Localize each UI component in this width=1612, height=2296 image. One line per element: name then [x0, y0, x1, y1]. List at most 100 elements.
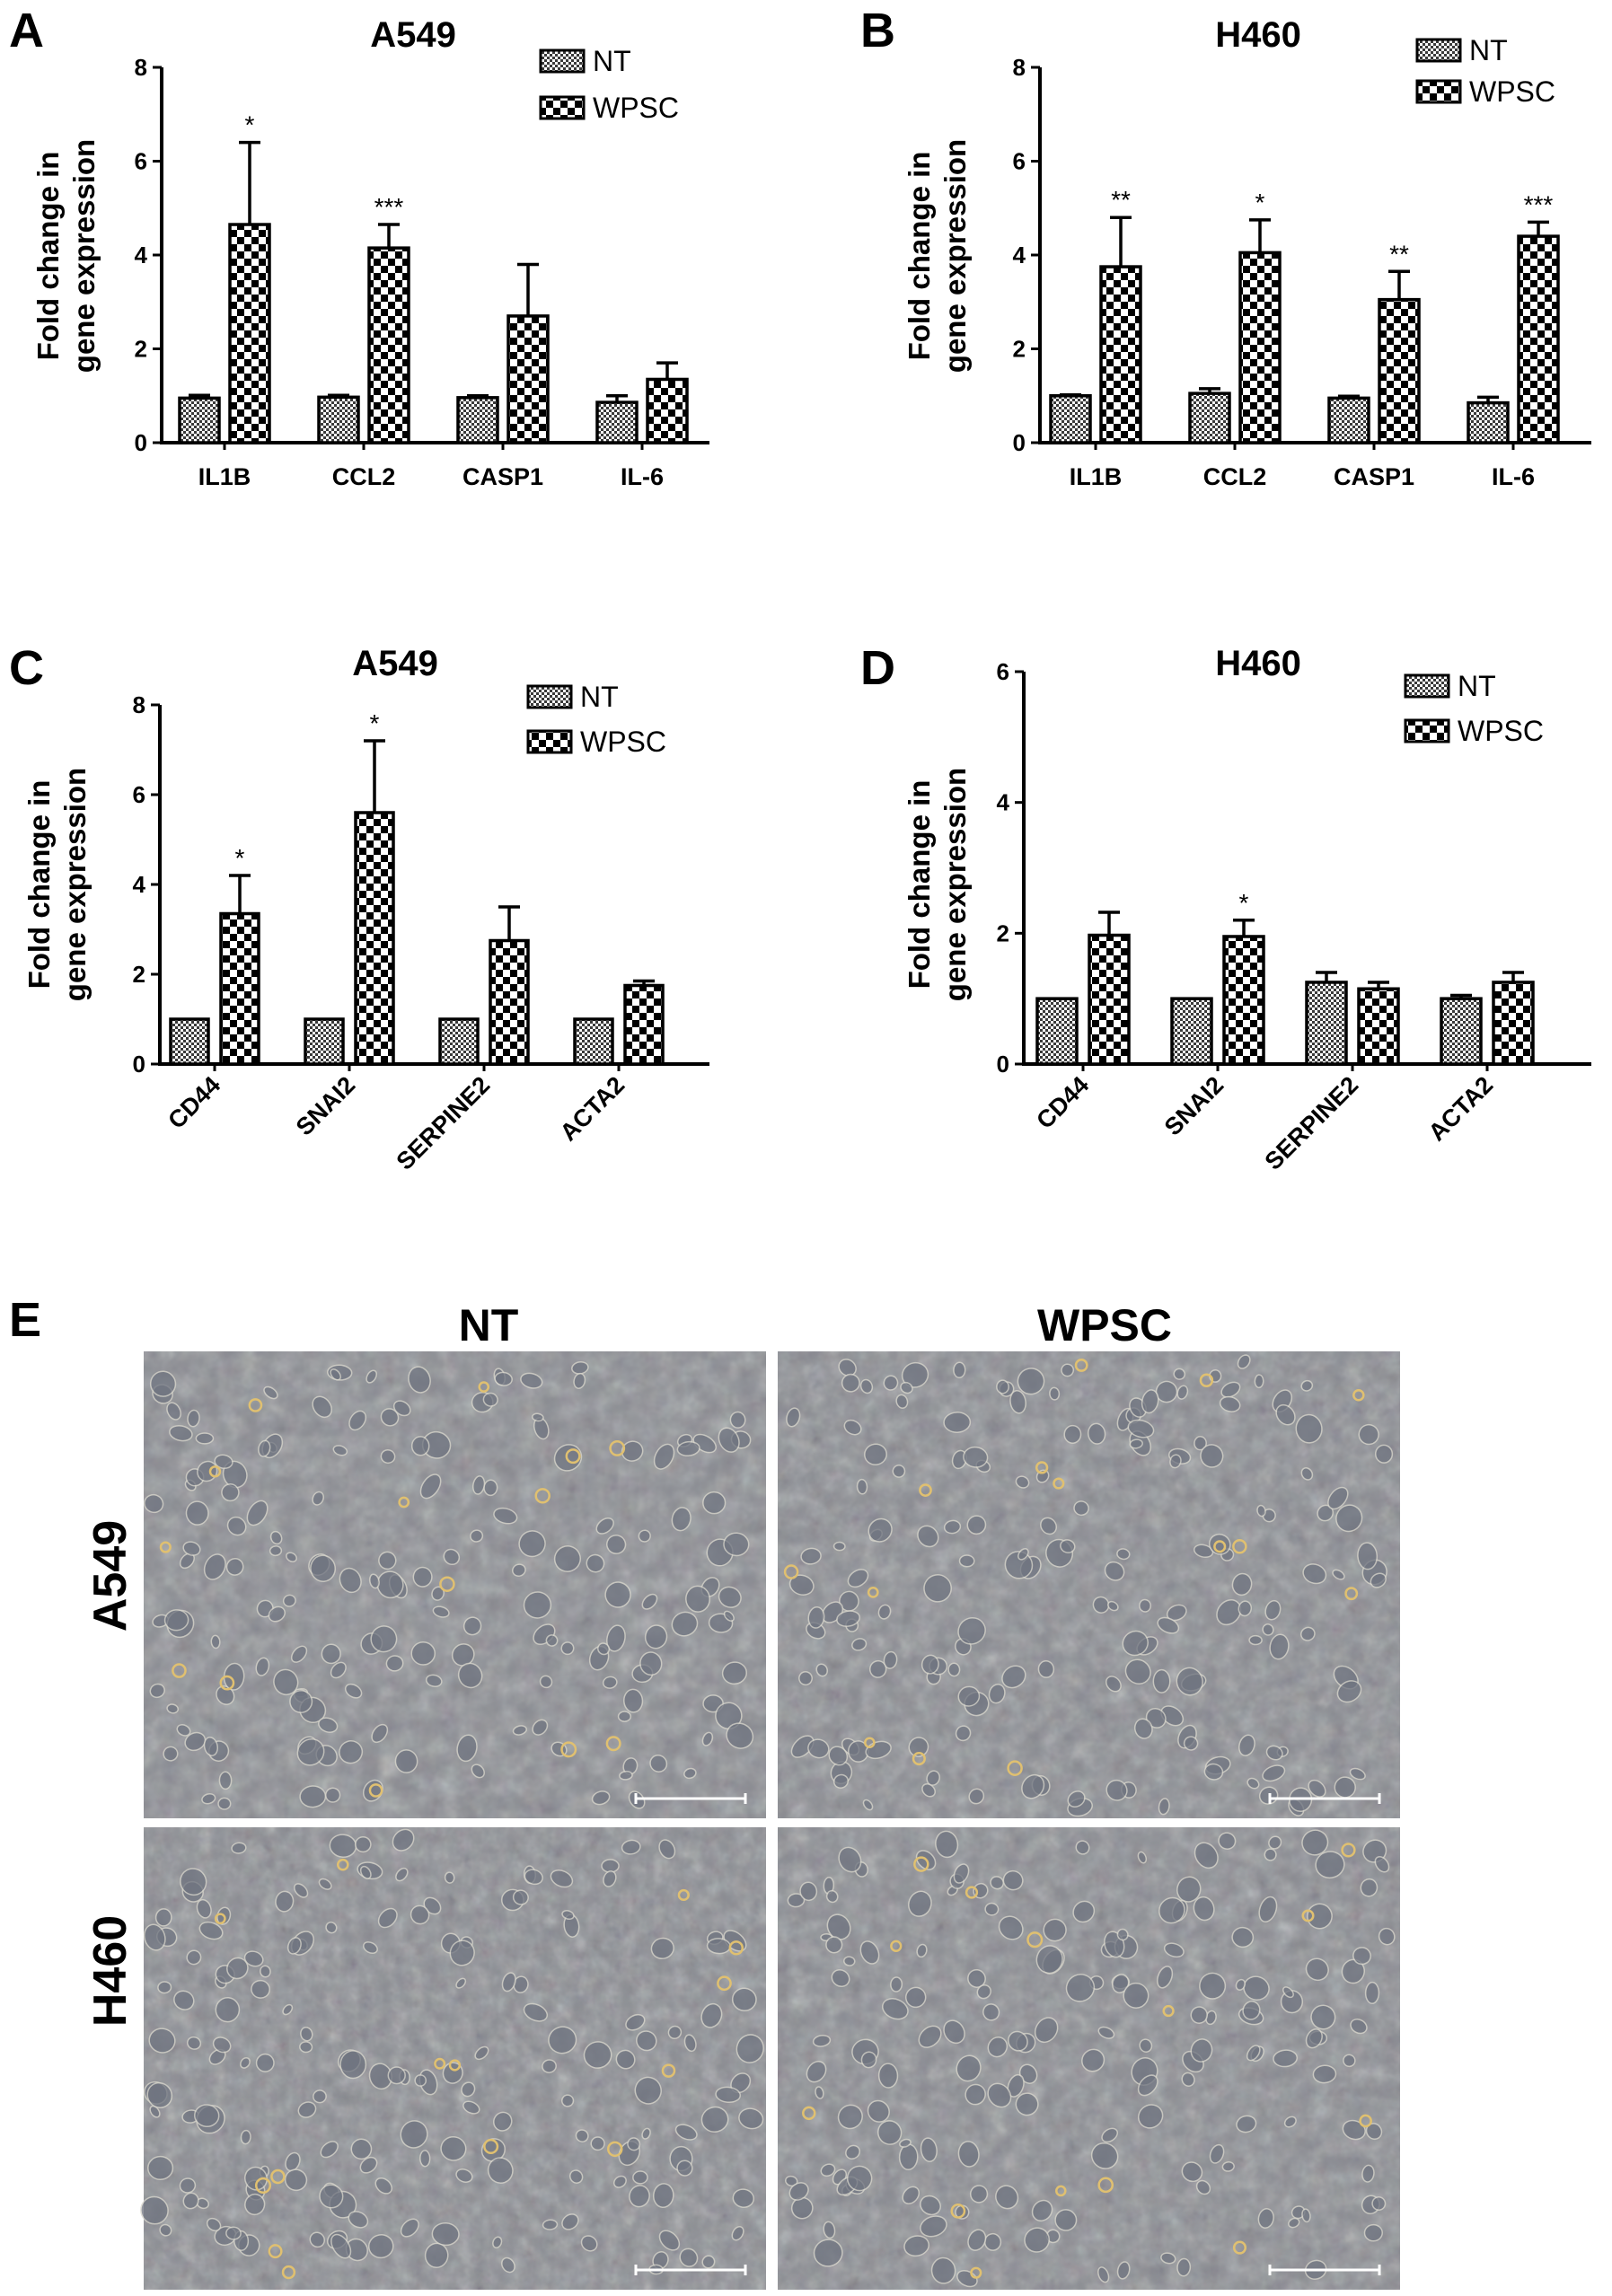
cell — [297, 2101, 317, 2118]
rounded-cell — [434, 2057, 446, 2070]
rounded-cell — [1301, 1909, 1315, 1922]
cell — [217, 1797, 232, 1810]
panel-e: E NT WPSC A549 H460 — [9, 1293, 1400, 2290]
cell — [392, 1828, 415, 1852]
cell — [1087, 1422, 1106, 1445]
cell — [806, 2061, 827, 2083]
cell — [225, 1557, 244, 1576]
y-tick-label: 6 — [1013, 148, 1026, 175]
x-tick-label: IL1B — [198, 463, 251, 490]
bar-nt — [595, 400, 639, 444]
cell — [641, 2127, 651, 2140]
cell — [1181, 2072, 1195, 2088]
cell — [957, 2141, 980, 2168]
cell — [877, 2063, 899, 2089]
bar-wpsc — [646, 377, 689, 444]
y-tick-label: 4 — [1013, 242, 1026, 268]
cell — [312, 1395, 333, 1419]
cell — [876, 2120, 903, 2145]
legend-label: WPSC — [1469, 75, 1555, 108]
x-tick-label: SNAI2 — [1159, 1071, 1229, 1140]
cell — [259, 1965, 271, 1978]
cell — [1327, 1486, 1349, 1510]
cell — [1040, 1517, 1058, 1535]
cell — [881, 1998, 909, 2020]
cell — [726, 1722, 754, 1749]
x-tick-label: IL-6 — [621, 463, 664, 490]
cell — [859, 1378, 874, 1394]
cell — [1262, 1623, 1274, 1636]
cell — [1194, 1842, 1219, 1869]
cell — [368, 1573, 380, 1589]
cell — [1363, 2223, 1383, 2242]
cell — [1049, 1386, 1061, 1401]
rounded-cell — [1055, 2185, 1067, 2197]
y-tick-label: 4 — [135, 242, 148, 268]
cell — [371, 1723, 389, 1744]
cell — [462, 2100, 480, 2115]
cell — [186, 1949, 202, 1966]
cell — [1305, 2028, 1323, 2049]
cell — [300, 2027, 313, 2042]
legend-label: WPSC — [1458, 715, 1544, 747]
legend-swatch-nt — [1404, 673, 1450, 699]
cell — [976, 1984, 991, 2000]
bar-wpsc — [1238, 251, 1282, 444]
x-tick-label: IL1B — [1070, 463, 1123, 490]
cell — [1219, 1395, 1241, 1412]
cell — [149, 1370, 177, 1397]
cell — [553, 1444, 583, 1472]
cell — [617, 1711, 632, 1723]
cell — [862, 1799, 874, 1811]
cell — [214, 1454, 233, 1470]
cell — [638, 1529, 651, 1543]
panel-letter: B — [860, 4, 895, 57]
rounded-cell — [560, 1741, 577, 1758]
bar-nt — [438, 1017, 480, 1066]
legend-label: WPSC — [580, 726, 666, 758]
cell — [269, 1530, 283, 1545]
cell — [166, 1703, 180, 1714]
cell — [1158, 1896, 1185, 1924]
cell — [1193, 1896, 1215, 1922]
cell — [359, 2156, 378, 2174]
cell — [904, 1986, 927, 2009]
cell — [377, 1907, 398, 1929]
rounded-cell — [268, 2244, 283, 2259]
cell — [1176, 1385, 1189, 1400]
significance-marker: * — [370, 709, 380, 737]
cell — [597, 1642, 611, 1656]
rounded-cell — [208, 1465, 222, 1478]
legend-label: WPSC — [593, 92, 679, 124]
cell — [958, 1554, 975, 1568]
cell — [187, 1409, 200, 1428]
cell — [284, 2168, 308, 2192]
cell — [285, 2151, 301, 2172]
cell — [1248, 1634, 1263, 1646]
cell — [606, 1624, 626, 1652]
y-tick-label: 0 — [1013, 429, 1026, 456]
cell — [182, 2192, 199, 2210]
cell — [671, 1611, 699, 1637]
cell — [449, 1940, 475, 1966]
cell — [837, 2104, 863, 2130]
chart-panel-c: C A549 Fold change in gene expression 0 2 4 6 8 *… — [9, 641, 709, 1175]
y-tick-label: 4 — [997, 789, 1010, 816]
cell — [683, 2034, 697, 2053]
rounded-cell — [609, 1439, 626, 1456]
cell — [440, 2136, 467, 2161]
cell — [1268, 1835, 1282, 1850]
cell — [706, 1938, 731, 1955]
cell — [312, 1491, 325, 1506]
rounded-cell — [214, 1913, 226, 1925]
cell — [196, 1898, 212, 1919]
cell — [615, 2049, 636, 2070]
rounded-cell — [1232, 1539, 1247, 1554]
x-tick-label: CCL2 — [332, 463, 396, 490]
bar-nt — [1170, 997, 1213, 1066]
cell — [1002, 1869, 1024, 1891]
cell — [251, 1979, 270, 1999]
bar-nt — [573, 1017, 614, 1066]
cell — [501, 1972, 516, 1993]
